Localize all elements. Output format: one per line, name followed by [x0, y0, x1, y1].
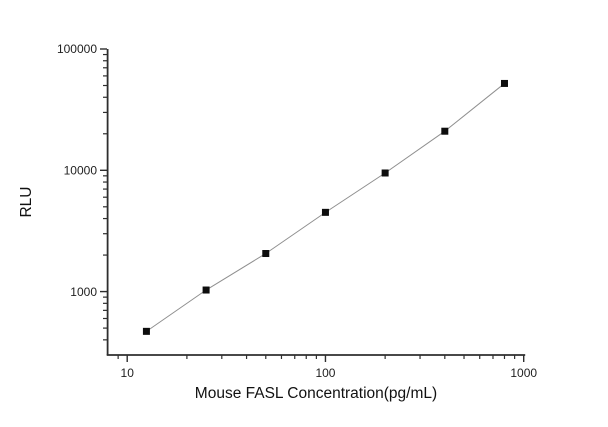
y-tick-label: 10000: [64, 163, 98, 177]
x-tick-label: 10: [121, 366, 135, 380]
data-point-marker: [381, 169, 389, 177]
data-point-marker: [202, 286, 210, 294]
x-tick-label: 1000: [510, 366, 537, 380]
y-axis-title: RLU: [18, 186, 35, 217]
y-tick-label: 100000: [57, 42, 97, 56]
data-point-marker: [321, 208, 329, 216]
data-point-marker: [441, 127, 449, 135]
y-tick-label: 1000: [70, 285, 97, 299]
data-point-marker: [142, 327, 150, 335]
data-point-marker: [262, 250, 270, 258]
series-line: [146, 83, 505, 332]
data-point-marker: [500, 79, 508, 87]
x-tick-label: 100: [315, 366, 335, 380]
plot-area: 10 100 1000 1000 10000 100000: [57, 42, 537, 380]
x-axis-title: Mouse FASL Concentration(pg/mL): [195, 385, 437, 402]
